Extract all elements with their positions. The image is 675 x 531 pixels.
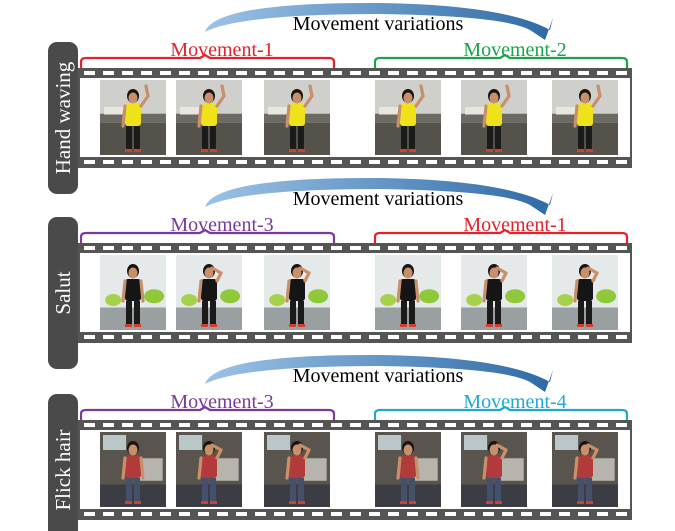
row-label-tab: Flick hair [48, 394, 78, 531]
video-frame [552, 80, 618, 155]
right-movement-label: Movement-2 [463, 39, 566, 61]
right-movement-bracket [373, 228, 629, 247]
video-frame [552, 255, 618, 330]
video-frame [264, 432, 330, 507]
variation-arrow [205, 177, 553, 215]
row-label: Salut [51, 271, 75, 314]
left-movement-bracket [79, 228, 336, 247]
row-label: Flick hair [51, 429, 75, 510]
video-frame [461, 432, 527, 507]
right-movement-label: Movement-4 [463, 391, 566, 413]
variation-text: Movement variations [293, 365, 464, 387]
left-movement-bracket [79, 405, 336, 424]
video-frame [461, 80, 527, 155]
video-frame [264, 80, 330, 155]
right-movement-label: Movement-1 [463, 214, 566, 236]
video-frame [176, 80, 242, 155]
right-movement-bracket [373, 405, 629, 424]
video-frame [100, 255, 166, 330]
film-strip [78, 420, 632, 520]
video-frame [176, 255, 242, 330]
video-frame [100, 432, 166, 507]
row-1: Movement variations Movement-3 Movement-1 S… [48, 177, 632, 369]
variation-text: Movement variations [293, 188, 464, 210]
left-movement-label: Movement-1 [170, 39, 273, 61]
row-2: Movement variations Movement-3 Movement-4 F… [48, 354, 632, 531]
variation-text: Movement variations [293, 13, 464, 35]
row-0: Movement variations Movement-1 Movement-2 H… [48, 2, 632, 194]
row-label-tab: Salut [48, 217, 78, 369]
film-strip [78, 68, 632, 168]
video-frame [461, 255, 527, 330]
video-frame [176, 432, 242, 507]
video-frame [375, 432, 441, 507]
video-frame [264, 255, 330, 330]
left-movement-label: Movement-3 [170, 214, 273, 236]
left-movement-bracket [79, 53, 336, 72]
video-frame [375, 255, 441, 330]
video-frame [552, 432, 618, 507]
right-movement-bracket [373, 53, 629, 72]
left-movement-label: Movement-3 [170, 391, 273, 413]
variation-arrow [205, 2, 553, 40]
variation-arrow [205, 354, 553, 392]
row-label: Hand waving [51, 61, 75, 174]
film-strip [78, 243, 632, 343]
video-frame [100, 80, 166, 155]
video-frame [375, 80, 441, 155]
row-label-tab: Hand waving [48, 42, 78, 194]
